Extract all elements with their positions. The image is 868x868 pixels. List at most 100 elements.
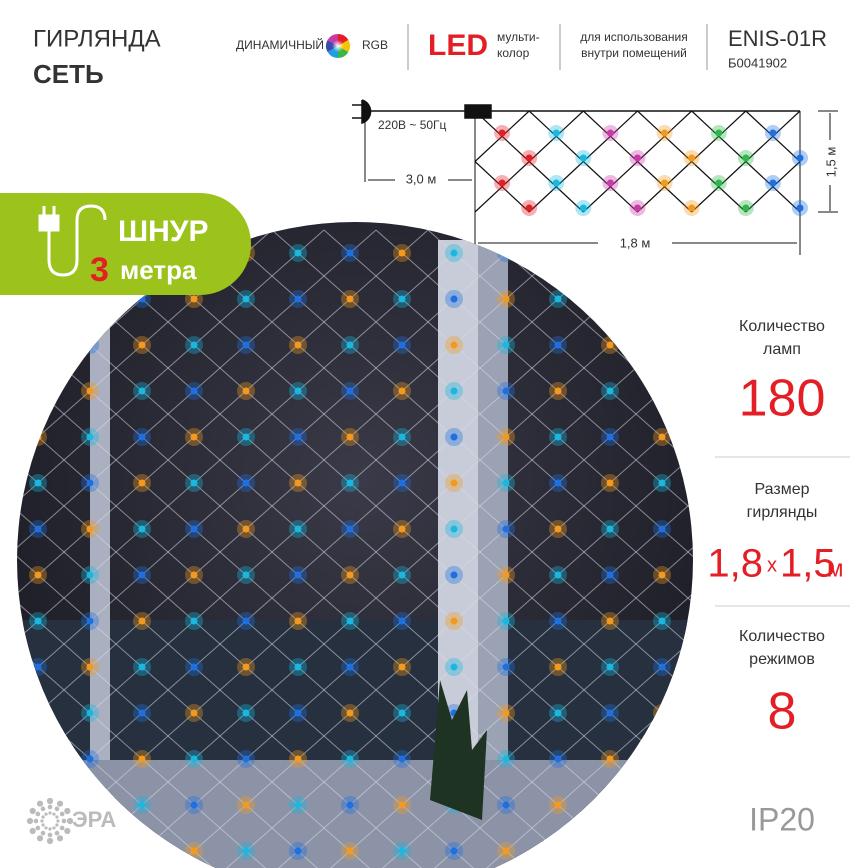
bulb bbox=[346, 571, 354, 579]
bulb-glow bbox=[653, 382, 671, 400]
bulb bbox=[138, 709, 146, 717]
light bbox=[634, 154, 641, 162]
bulb bbox=[294, 295, 302, 303]
light bbox=[552, 179, 560, 187]
bulb-glow bbox=[705, 474, 723, 492]
logo-dot bbox=[56, 819, 60, 823]
bulb bbox=[502, 249, 510, 257]
logo-dot bbox=[40, 830, 46, 836]
bulb bbox=[190, 847, 198, 855]
bulb bbox=[554, 341, 562, 349]
bulb bbox=[658, 709, 666, 717]
bulb-glow bbox=[29, 428, 47, 446]
rgb-icon bbox=[325, 33, 351, 59]
logo-dot bbox=[44, 826, 48, 830]
voltage: 220В ~ 50Гц bbox=[378, 118, 447, 132]
bulb-glow bbox=[29, 750, 47, 768]
bulb bbox=[346, 433, 354, 441]
bulb bbox=[606, 571, 614, 579]
bulb bbox=[554, 249, 562, 257]
protection: IP20 bbox=[749, 801, 815, 837]
light bbox=[634, 204, 641, 212]
bulb bbox=[398, 755, 406, 763]
logo-dot bbox=[47, 804, 53, 810]
logo-dot bbox=[41, 815, 45, 819]
bulb bbox=[294, 709, 302, 717]
bulb-glow bbox=[705, 612, 723, 630]
bulb bbox=[450, 249, 458, 257]
bulb bbox=[398, 571, 406, 579]
bulb bbox=[190, 755, 198, 763]
light bbox=[498, 129, 506, 137]
bulb bbox=[450, 341, 458, 349]
bulb bbox=[606, 801, 614, 809]
bulb bbox=[294, 617, 302, 625]
bulb bbox=[190, 295, 198, 303]
logo-dot bbox=[40, 806, 46, 812]
bulb bbox=[711, 618, 718, 625]
bulb bbox=[606, 617, 614, 625]
net-line bbox=[141, 229, 169, 868]
bulb bbox=[138, 617, 146, 625]
bulb bbox=[502, 571, 510, 579]
bulb-glow bbox=[29, 336, 47, 354]
net-line bbox=[557, 229, 585, 868]
light bbox=[769, 179, 777, 187]
logo-dot bbox=[56, 800, 64, 807]
bulb bbox=[294, 847, 302, 855]
bulb bbox=[502, 525, 510, 533]
logo-dot bbox=[61, 818, 67, 824]
logo-dot bbox=[54, 806, 60, 812]
bulb bbox=[294, 249, 302, 257]
bulb bbox=[294, 755, 302, 763]
bulb bbox=[606, 387, 614, 395]
bulb bbox=[242, 755, 250, 763]
net-line bbox=[193, 229, 221, 868]
bulb bbox=[658, 617, 666, 625]
bulb-glow bbox=[653, 796, 671, 814]
light bbox=[742, 154, 750, 162]
bulb-glow bbox=[601, 290, 619, 308]
bulb bbox=[398, 617, 406, 625]
bulb bbox=[294, 801, 302, 809]
net-line bbox=[297, 229, 325, 868]
bulb bbox=[346, 617, 354, 625]
cord-badge bbox=[0, 193, 251, 295]
bulb bbox=[398, 479, 406, 487]
bulb bbox=[294, 341, 302, 349]
feature: ДИНАМИЧНЫЙ bbox=[236, 37, 324, 52]
bulb bbox=[346, 249, 354, 257]
bulb bbox=[242, 387, 250, 395]
bulb-glow bbox=[705, 520, 723, 538]
bulb bbox=[34, 709, 42, 717]
bulb bbox=[34, 433, 42, 441]
bulb bbox=[86, 479, 94, 487]
bulb bbox=[190, 525, 198, 533]
bulb bbox=[86, 755, 94, 763]
bulb-glow bbox=[705, 428, 723, 446]
bulb bbox=[398, 295, 406, 303]
feature: внутри помещений bbox=[581, 46, 687, 60]
bulb bbox=[346, 801, 354, 809]
cord-word: ШНУР bbox=[118, 215, 208, 248]
light bbox=[715, 129, 723, 137]
spec-value: 180 bbox=[739, 370, 826, 428]
bulb bbox=[502, 663, 510, 671]
bulb bbox=[86, 295, 94, 303]
bulb bbox=[242, 663, 250, 671]
light bbox=[661, 129, 669, 137]
logo-dot bbox=[64, 827, 71, 835]
spec-value: м bbox=[827, 555, 844, 582]
bulb bbox=[398, 433, 406, 441]
bulb bbox=[34, 571, 42, 579]
product-photo bbox=[17, 222, 723, 868]
bulb bbox=[554, 709, 562, 717]
net-line bbox=[401, 229, 429, 868]
bulb bbox=[242, 617, 250, 625]
bulb bbox=[711, 480, 718, 487]
bulb bbox=[711, 434, 718, 441]
bulb bbox=[606, 709, 614, 717]
cord-unit: метра bbox=[120, 255, 197, 285]
bulb bbox=[294, 663, 302, 671]
logo-dot bbox=[48, 811, 52, 815]
